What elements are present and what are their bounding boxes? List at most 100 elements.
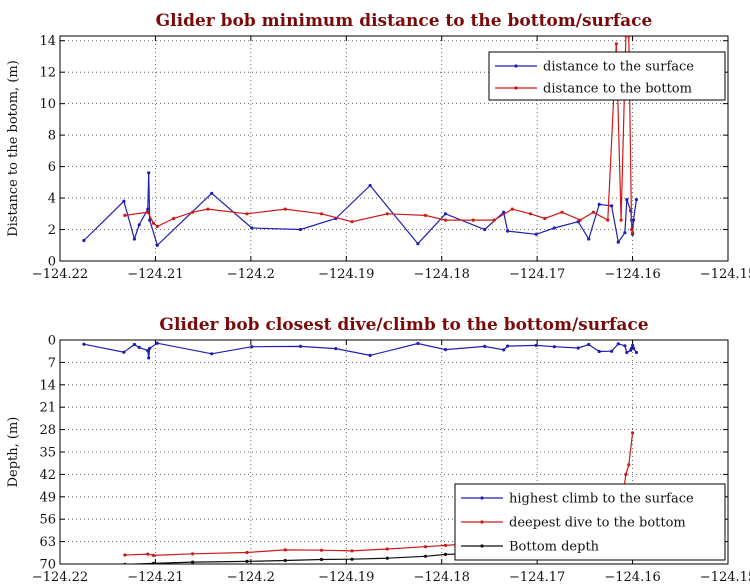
data-point: [385, 547, 389, 551]
data-point: [148, 218, 152, 222]
data-point: [245, 559, 249, 564]
data-point: [534, 343, 538, 347]
x-tick-label: −124.17: [509, 570, 565, 585]
x-tick-label: −124.22: [32, 267, 88, 282]
data-point: [624, 472, 628, 476]
data-point: [625, 198, 629, 202]
data-point: [631, 218, 636, 222]
data-point: [610, 349, 614, 353]
y-tick-label: 8: [48, 129, 56, 144]
data-point: [151, 221, 156, 225]
data-point: [443, 212, 448, 216]
data-point: [506, 344, 510, 348]
data-point: [597, 349, 601, 354]
legend-label: deepest dive to the bottom: [509, 516, 686, 531]
y-tick-label: 42: [39, 468, 56, 483]
y-tick-label: 0: [48, 334, 56, 349]
data-point: [552, 226, 556, 230]
data-point: [631, 343, 635, 347]
y-tick-label: 70: [39, 558, 56, 573]
chart-2: Glider bob closest dive/climb to the bot…: [6, 315, 750, 585]
data-point: [82, 342, 86, 346]
legend-label: distance to the surface: [543, 60, 694, 75]
data-point: [146, 349, 150, 353]
x-tick-label: −124.15: [700, 267, 750, 282]
data-point: [587, 342, 591, 347]
data-point: [191, 552, 195, 556]
data-point: [298, 227, 303, 232]
data-point: [319, 557, 324, 562]
legend-marker: [480, 520, 484, 524]
chart-title: Glider bob closest dive/climb to the bot…: [159, 315, 648, 335]
x-tick-label: −124.19: [318, 570, 374, 585]
chart-1: Glider bob minimum distance to the botto…: [6, 11, 750, 282]
data-point: [443, 218, 448, 222]
data-point: [416, 341, 420, 346]
y-tick-label: 35: [39, 446, 56, 461]
data-point: [492, 218, 496, 222]
data-point: [146, 210, 150, 214]
x-tick-label: −124.17: [509, 267, 565, 282]
legend: highest climb to the surface deepest dive…: [454, 483, 726, 561]
x-tick-label: −124.18: [414, 267, 470, 282]
data-point: [627, 463, 631, 467]
series-1: [82, 341, 639, 360]
data-point: [560, 210, 564, 214]
y-tick-label: 12: [39, 66, 56, 81]
data-point: [155, 224, 159, 228]
chart-title: Glider bob minimum distance to the botto…: [156, 11, 653, 31]
data-point: [368, 353, 372, 357]
data-point: [502, 210, 506, 214]
data-point: [137, 345, 141, 349]
data-point: [443, 552, 448, 557]
data-point: [123, 213, 127, 217]
data-point: [483, 227, 487, 232]
data-point: [132, 342, 136, 347]
legend: distance to the surface distance to the b…: [488, 51, 726, 101]
data-point: [146, 552, 150, 556]
data-point: [123, 562, 127, 564]
data-point: [155, 243, 159, 247]
data-point: [631, 346, 636, 350]
data-point: [634, 198, 639, 202]
data-point: [122, 350, 126, 354]
y-tick-label: 28: [39, 423, 56, 438]
legend-marker: [514, 64, 518, 68]
series-1: [82, 171, 639, 247]
y-tick-label: 14: [39, 34, 56, 49]
data-point: [471, 218, 475, 222]
data-point: [510, 207, 514, 211]
y-tick-label: 10: [39, 97, 56, 112]
data-point: [534, 232, 538, 236]
data-point: [443, 543, 448, 548]
x-tick-label: −124.16: [604, 570, 660, 585]
data-point: [245, 212, 249, 216]
data-point: [206, 207, 210, 211]
data-point: [350, 549, 354, 553]
data-point: [172, 216, 176, 221]
data-point: [123, 553, 127, 557]
data-point: [502, 348, 506, 352]
data-point: [634, 350, 639, 355]
x-tick-label: −124.2: [227, 570, 275, 585]
data-point: [334, 347, 338, 351]
data-point: [483, 344, 487, 348]
data-point: [606, 218, 610, 222]
data-point: [155, 341, 159, 345]
y-tick-label: 63: [39, 535, 56, 550]
data-point: [591, 210, 596, 214]
data-point: [423, 554, 428, 558]
y-tick-label: 2: [48, 223, 56, 238]
data-point: [619, 218, 623, 222]
data-point: [191, 560, 195, 564]
data-point: [416, 242, 420, 246]
data-point: [350, 557, 354, 561]
data-point: [151, 561, 156, 564]
data-point: [623, 344, 627, 348]
data-point: [627, 36, 631, 38]
y-tick-label: 6: [48, 160, 56, 175]
data-point: [147, 356, 151, 360]
data-point: [210, 352, 214, 356]
data-point: [624, 36, 628, 38]
